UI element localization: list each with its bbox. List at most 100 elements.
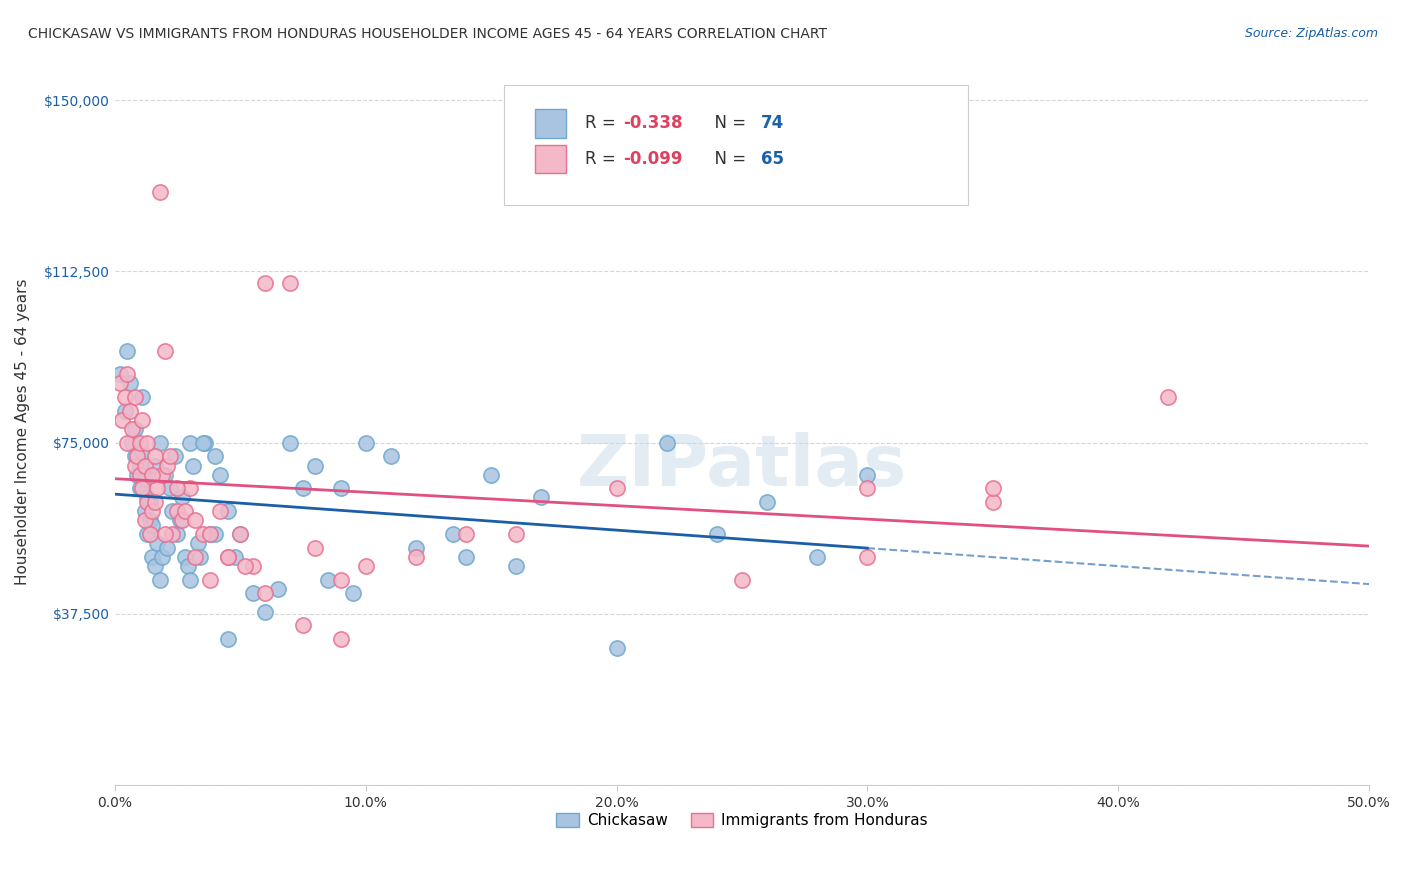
Point xyxy=(405,541,427,555)
Point xyxy=(530,491,553,505)
Point xyxy=(217,632,239,646)
Point xyxy=(146,536,169,550)
Text: 74: 74 xyxy=(761,114,785,132)
Point xyxy=(117,368,139,382)
Point xyxy=(186,536,208,550)
Point xyxy=(124,390,146,404)
Point xyxy=(131,413,153,427)
Point xyxy=(224,549,246,564)
Point xyxy=(856,549,879,564)
Point xyxy=(605,481,627,495)
Point xyxy=(166,504,188,518)
Point xyxy=(380,450,402,464)
Point xyxy=(280,435,302,450)
Point xyxy=(111,413,134,427)
Point xyxy=(454,527,477,541)
Point xyxy=(441,527,464,541)
Point xyxy=(209,467,232,482)
Point xyxy=(242,558,264,573)
Point xyxy=(204,527,226,541)
Point xyxy=(117,344,139,359)
Point xyxy=(121,422,143,436)
Text: R =: R = xyxy=(585,114,621,132)
Point xyxy=(304,541,326,555)
Point xyxy=(136,435,159,450)
Point xyxy=(233,558,256,573)
FancyBboxPatch shape xyxy=(534,110,567,137)
Point xyxy=(128,458,150,473)
Point xyxy=(114,390,136,404)
Point xyxy=(141,467,163,482)
Point xyxy=(162,527,184,541)
Point xyxy=(172,491,194,505)
Point xyxy=(1157,390,1180,404)
Point xyxy=(162,504,184,518)
Y-axis label: Householder Income Ages 45 - 64 years: Householder Income Ages 45 - 64 years xyxy=(15,278,30,584)
Point xyxy=(131,390,153,404)
Point xyxy=(655,435,678,450)
Point xyxy=(198,573,221,587)
Point xyxy=(191,527,214,541)
Point xyxy=(172,513,194,527)
Point xyxy=(267,582,290,596)
Point xyxy=(124,422,146,436)
Point xyxy=(149,573,172,587)
Point xyxy=(329,481,352,495)
Point xyxy=(169,513,191,527)
Point xyxy=(139,495,162,509)
Point xyxy=(159,481,181,495)
Point xyxy=(229,527,252,541)
Point xyxy=(329,573,352,587)
Text: 65: 65 xyxy=(761,150,783,168)
Point xyxy=(254,276,277,290)
Point xyxy=(174,504,197,518)
Point xyxy=(134,458,156,473)
Point xyxy=(121,435,143,450)
Point xyxy=(152,549,174,564)
Point xyxy=(191,435,214,450)
Point xyxy=(184,513,207,527)
Text: CHICKASAW VS IMMIGRANTS FROM HONDURAS HOUSEHOLDER INCOME AGES 45 - 64 YEARS CORR: CHICKASAW VS IMMIGRANTS FROM HONDURAS HO… xyxy=(28,27,827,41)
Point xyxy=(128,467,150,482)
Point xyxy=(217,549,239,564)
Point xyxy=(179,481,201,495)
Point xyxy=(731,573,754,587)
Point xyxy=(117,435,139,450)
Point xyxy=(136,491,159,505)
Point xyxy=(136,527,159,541)
Point xyxy=(291,618,314,632)
Point xyxy=(166,527,188,541)
Point xyxy=(981,481,1004,495)
Point xyxy=(981,495,1004,509)
Point xyxy=(153,467,176,482)
Point xyxy=(454,549,477,564)
Point xyxy=(118,376,141,391)
Point xyxy=(254,605,277,619)
Text: N =: N = xyxy=(704,114,752,132)
Point xyxy=(217,549,239,564)
Point xyxy=(354,435,377,450)
Point xyxy=(156,541,179,555)
FancyBboxPatch shape xyxy=(534,145,567,173)
Point xyxy=(176,558,198,573)
Point xyxy=(143,450,166,464)
Point xyxy=(108,376,131,391)
Point xyxy=(143,495,166,509)
Point xyxy=(141,517,163,532)
Point xyxy=(108,368,131,382)
Point xyxy=(163,450,186,464)
Text: -0.099: -0.099 xyxy=(623,150,682,168)
Point xyxy=(756,495,779,509)
Point xyxy=(198,527,221,541)
Point xyxy=(342,586,364,600)
Point xyxy=(134,472,156,486)
Point xyxy=(149,435,172,450)
Point xyxy=(128,435,150,450)
Text: -0.338: -0.338 xyxy=(623,114,682,132)
Point xyxy=(156,458,179,473)
Point xyxy=(194,435,217,450)
Point xyxy=(131,481,153,495)
Point xyxy=(354,558,377,573)
Point xyxy=(134,504,156,518)
Point xyxy=(316,573,339,587)
